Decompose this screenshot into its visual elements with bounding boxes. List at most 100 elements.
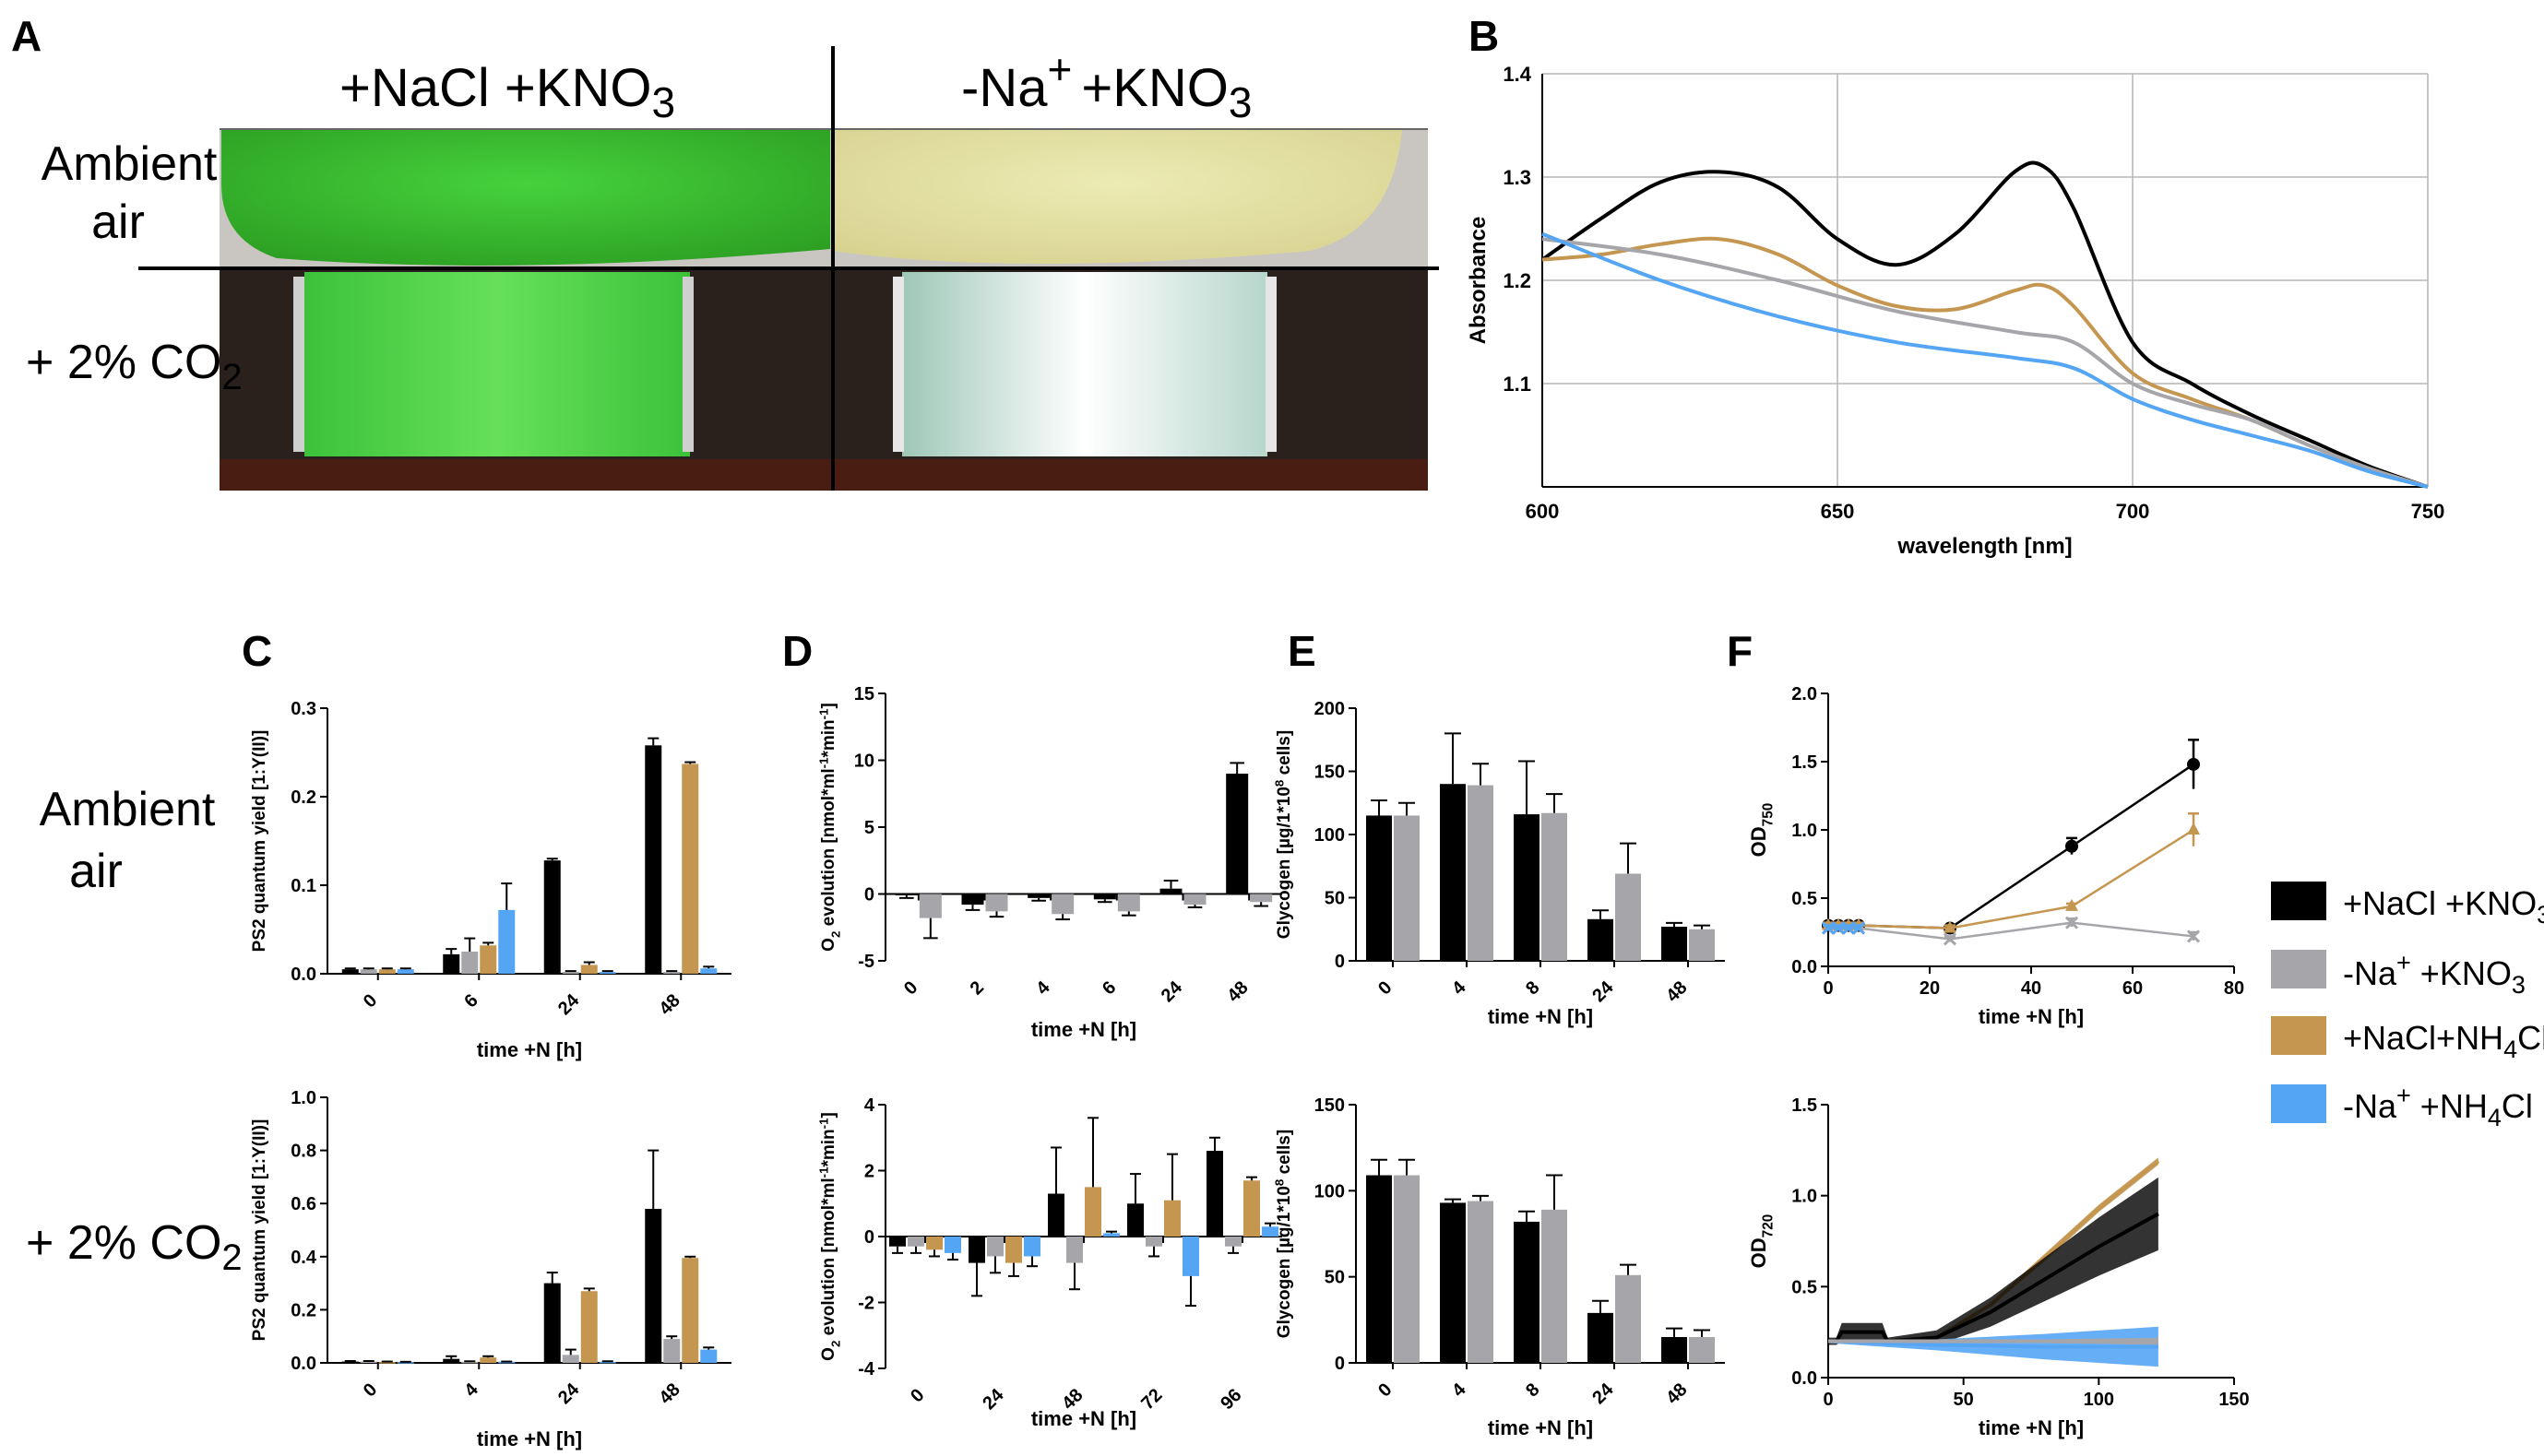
row-label-air: air bbox=[69, 845, 123, 898]
f2-x-tick-label: 150 bbox=[2218, 1390, 2249, 1410]
b-y-label: Absorbance bbox=[1466, 217, 1491, 345]
C2-y-tick-label: 0.2 bbox=[291, 1300, 316, 1320]
E2-bar bbox=[1661, 1337, 1687, 1363]
C1-y-label: PS2 quantum yield [1:Y(II)] bbox=[250, 730, 269, 953]
C1-bar bbox=[700, 968, 718, 974]
C1-bar bbox=[580, 965, 598, 974]
f1-y-label: OD750 bbox=[1747, 803, 1777, 858]
C1-y-tick-label: 0.3 bbox=[291, 699, 316, 719]
f1-point bbox=[1831, 921, 1846, 935]
legend-label-nacl-kno3: +NaCl +KNO3 bbox=[2343, 884, 2544, 929]
E2-bar bbox=[1541, 1209, 1567, 1363]
E2-bar bbox=[1587, 1312, 1613, 1363]
D1-y-tick-label: 0 bbox=[864, 885, 874, 906]
C2-bar bbox=[397, 1362, 414, 1364]
f1-x-label: time +N [h] bbox=[1979, 1005, 2084, 1028]
C1-x-tick-label: 0 bbox=[360, 990, 381, 1012]
D2-y-tick-label: -4 bbox=[858, 1359, 875, 1379]
D1-bar bbox=[985, 894, 1008, 912]
f1-y-tick-label: 0.5 bbox=[1791, 889, 1817, 909]
E1-y-tick-label: 100 bbox=[1314, 825, 1345, 846]
panel-letter-b: B bbox=[1468, 12, 1499, 60]
C1-x-label: time +N [h] bbox=[477, 1038, 582, 1061]
C2-bar bbox=[480, 1357, 497, 1363]
E2-bar bbox=[1514, 1221, 1539, 1363]
E1-x-tick-label: 8 bbox=[1522, 977, 1543, 999]
E1-x-label: time +N [h] bbox=[1488, 1005, 1593, 1028]
f1-x-tick-label: 40 bbox=[2021, 978, 2041, 999]
D1-x-tick-label: 24 bbox=[1158, 977, 1187, 1006]
D1-x-tick-label: 4 bbox=[1032, 977, 1054, 999]
D2-y-tick-label: 2 bbox=[864, 1162, 874, 1182]
D1-bar bbox=[1052, 894, 1075, 915]
C2-bar bbox=[645, 1208, 662, 1363]
D2-bar bbox=[1225, 1237, 1242, 1247]
D2-bar bbox=[1127, 1203, 1144, 1237]
D2-bar bbox=[889, 1237, 906, 1247]
C2-bar bbox=[599, 1361, 616, 1364]
chart-c1-ps2-ambient: 0.0 0.1 0.2 0.3 0 6 24 48 time +N [h] PS2 quantum… bbox=[250, 699, 731, 1061]
D2-x-label: time +N [h] bbox=[1031, 1407, 1136, 1430]
D2-bar bbox=[969, 1237, 985, 1263]
D1-bar bbox=[1250, 894, 1273, 903]
f2-x-tick-label: 0 bbox=[1823, 1390, 1833, 1410]
E1-bar bbox=[1440, 784, 1466, 961]
C2-x-tick-label: 48 bbox=[655, 1379, 684, 1408]
E2-bar bbox=[1689, 1337, 1715, 1363]
legend-swatch-no-na-nh4cl bbox=[2271, 1084, 2326, 1123]
chart-f1-od750: 0.0 0.5 1.0 1.5 2.0 0 20 40 60 80 time +N [h] OD750 bbox=[1747, 684, 2244, 1028]
legend-swatch-nacl-nh4cl bbox=[2271, 1016, 2326, 1055]
E1-y-label: Glycogen [µg/1*108 cells] bbox=[1272, 730, 1294, 939]
b-series-line-brown bbox=[1541, 236, 2429, 489]
C2-y-tick-label: 0.6 bbox=[291, 1194, 316, 1214]
E1-y-tick-label: 200 bbox=[1314, 699, 1345, 719]
photo-row-label-ambient: Ambient bbox=[42, 137, 218, 191]
E2-bar bbox=[1615, 1274, 1641, 1363]
C1-bar bbox=[599, 972, 616, 974]
E1-y-tick-label: 150 bbox=[1314, 763, 1345, 783]
E1-bar bbox=[1587, 918, 1613, 961]
legend-label-no-na-kno3: -Na+ +KNO3 bbox=[2343, 949, 2526, 999]
C2-bar bbox=[498, 1361, 516, 1364]
D1-y-tick-label: -5 bbox=[858, 952, 874, 972]
C2-y-tick-label: 1.0 bbox=[291, 1088, 316, 1108]
E1-x-tick-label: 24 bbox=[1588, 977, 1618, 1006]
E2-x-tick-label: 0 bbox=[1374, 1379, 1396, 1401]
C1-bar bbox=[341, 969, 359, 974]
C1-bar bbox=[443, 953, 460, 974]
E2-x-tick-label: 24 bbox=[1588, 1379, 1618, 1408]
panel-letter-c: C bbox=[242, 627, 272, 675]
b-series-line-grey bbox=[1541, 237, 2429, 489]
panel-letter-a: A bbox=[11, 12, 42, 60]
D1-bar bbox=[895, 894, 918, 895]
photo-ambient-green-dish bbox=[221, 129, 830, 266]
row-label-co2: + 2% CO2 bbox=[26, 1216, 243, 1278]
photo-row-label-air: air bbox=[91, 195, 145, 249]
chart-f2-od720: 0.0 0.5 1.0 1.5 0 50 100 150 time +N [h] OD720 bbox=[1747, 1095, 2250, 1439]
E1-bar bbox=[1394, 815, 1420, 961]
chart-c2-ps2-co2: 0.0 0.2 0.4 0.6 0.8 1.0 0 4 24 48 time +N [h] PS2 q… bbox=[250, 1088, 731, 1450]
C1-bar bbox=[645, 745, 662, 974]
D1-y-tick-label: 5 bbox=[864, 818, 874, 838]
f1-point bbox=[1851, 921, 1866, 935]
photo-col-label-nacl: +NaCl +KNO3 bbox=[339, 58, 675, 126]
D2-bar bbox=[1146, 1237, 1162, 1247]
f1-point bbox=[2065, 898, 2078, 911]
E2-y-label: Glycogen [µg/1*108 cells] bbox=[1272, 1130, 1294, 1338]
f1-y-tick-label: 2.0 bbox=[1791, 684, 1817, 704]
D2-y-label: O2 evolution [nmol*ml-1*min-1] bbox=[816, 1112, 842, 1361]
E2-x-tick-label: 8 bbox=[1522, 1379, 1543, 1401]
C1-x-tick-label: 6 bbox=[460, 990, 481, 1012]
C2-bar bbox=[700, 1349, 718, 1363]
E2-x-tick-label: 4 bbox=[1448, 1379, 1470, 1401]
E2-bar bbox=[1394, 1175, 1420, 1363]
b-x-tick-label: 600 bbox=[1526, 500, 1560, 523]
C1-y-tick-label: 0.0 bbox=[291, 965, 316, 985]
D2-bar bbox=[926, 1237, 943, 1250]
D1-x-tick-label: 48 bbox=[1223, 977, 1252, 1006]
D1-y-tick-label: 10 bbox=[854, 752, 874, 772]
f1-point bbox=[1943, 932, 1957, 946]
b-y-tick-label: 1.3 bbox=[1503, 166, 1531, 189]
